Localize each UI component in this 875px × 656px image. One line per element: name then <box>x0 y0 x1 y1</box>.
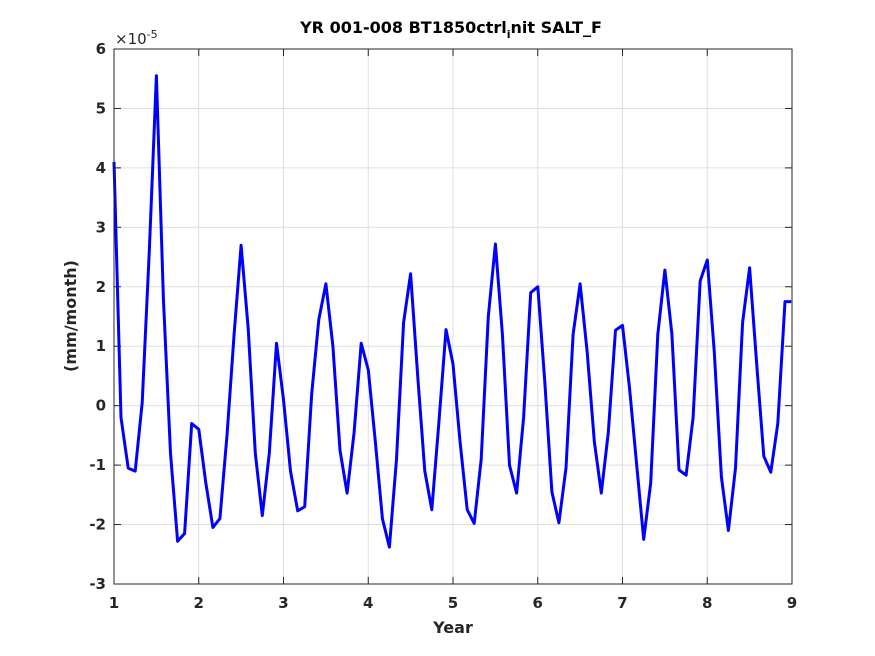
title-main: YR 001-008 BT1850ctrl <box>299 18 507 37</box>
chart-title: YR 001-008 BT1850ctrlinit SALT_F <box>299 18 602 41</box>
x-tick-labels: 1 2 3 4 5 6 7 8 9 <box>109 594 797 612</box>
y-tick-label: -1 <box>89 456 106 474</box>
y-tick-label: 5 <box>96 99 106 117</box>
x-tick-label: 2 <box>194 594 204 612</box>
x-tick-label: 7 <box>617 594 627 612</box>
y-tick-label: 0 <box>96 397 106 415</box>
title-subscript: i <box>507 28 511 41</box>
y-exponent: ×10-5 <box>115 28 158 48</box>
y-tick-labels: -3 -2 -1 0 1 2 3 4 5 6 <box>89 40 106 593</box>
x-tick-label: 1 <box>109 594 119 612</box>
plot-frame <box>113 48 793 585</box>
y-tick-label: -3 <box>89 575 106 593</box>
y-exponent-base: ×10 <box>115 30 147 48</box>
x-tick-label: 8 <box>702 594 712 612</box>
x-tick-label: 9 <box>787 594 797 612</box>
y-tick-label: 1 <box>96 337 106 355</box>
y-tick-label: 6 <box>96 40 106 58</box>
x-tick-label: 5 <box>448 594 458 612</box>
x-axis-label: Year <box>432 618 473 637</box>
series-line <box>112 74 792 549</box>
y-tick-label: 2 <box>96 278 106 296</box>
x-tick-label: 6 <box>533 594 543 612</box>
y-tick-label: 3 <box>96 218 106 236</box>
y-tick-label: 4 <box>96 159 106 177</box>
title-tail: nit SALT_F <box>511 18 602 37</box>
x-tick-label: 3 <box>278 594 288 612</box>
y-exponent-power: -5 <box>147 28 158 41</box>
y-tick-label: -2 <box>89 516 106 534</box>
x-tick-label: 4 <box>363 594 373 612</box>
y-axis-label: (mm/month) <box>61 260 80 372</box>
